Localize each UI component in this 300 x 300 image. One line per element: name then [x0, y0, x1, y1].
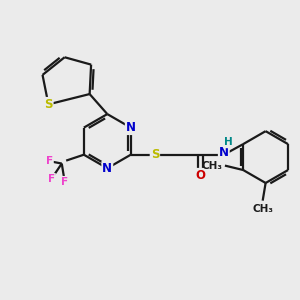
Text: CH₃: CH₃	[202, 160, 223, 171]
Text: CH₃: CH₃	[252, 204, 273, 214]
Text: O: O	[196, 169, 206, 182]
Text: F: F	[46, 156, 53, 166]
Text: H: H	[224, 137, 233, 147]
Text: N: N	[102, 162, 112, 175]
Text: N: N	[219, 146, 229, 159]
Text: F: F	[48, 174, 55, 184]
Text: S: S	[151, 148, 159, 161]
Text: F: F	[61, 177, 68, 187]
Text: S: S	[44, 98, 53, 111]
Text: N: N	[126, 121, 136, 134]
